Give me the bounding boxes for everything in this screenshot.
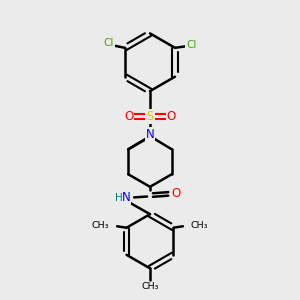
Text: CH₃: CH₃ [190, 221, 208, 230]
Text: O: O [124, 110, 134, 123]
Text: H: H [115, 193, 122, 203]
Text: CH₃: CH₃ [92, 221, 110, 230]
Text: CH₃: CH₃ [141, 282, 159, 291]
Text: Cl: Cl [186, 40, 196, 50]
Text: N: N [146, 128, 154, 141]
Text: N: N [122, 191, 130, 205]
Text: S: S [146, 110, 154, 123]
Text: Cl: Cl [103, 38, 114, 48]
Text: O: O [172, 187, 181, 200]
Text: O: O [167, 110, 176, 123]
